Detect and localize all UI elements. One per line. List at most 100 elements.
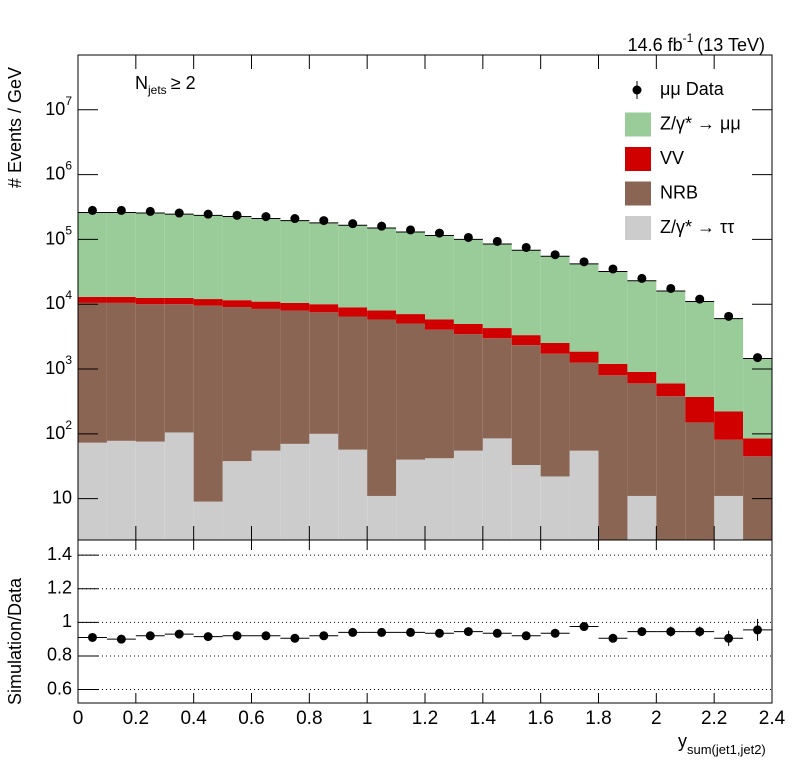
histogram-bar [396,459,425,540]
y-tick-label-exponent: 5 [65,224,72,238]
ratio-point [145,631,155,641]
histogram-bar [598,375,628,540]
histogram-bar [280,220,310,303]
histogram-bar [164,432,194,540]
histogram-bar [511,335,541,346]
data-point [116,205,126,215]
histogram-bar [425,329,454,459]
y-tick-label-exponent: 3 [65,353,72,367]
histogram-bar [78,442,107,540]
histogram-bar [106,296,136,303]
ratio-point [608,633,618,643]
ratio-point [406,627,416,637]
histogram-bar [540,353,570,477]
y-tick-label-base: 10 [45,423,65,443]
data-point [463,232,473,242]
ratio-point [203,632,213,642]
ratio-point [666,627,676,637]
annotation: Njets ≥ 2 [135,73,196,97]
histogram-bar [280,310,310,444]
x-axis-title-main: y [678,731,687,751]
histogram-bar [251,301,281,309]
x-axis-title-sub: sum(jet1,jet2) [687,742,766,757]
histogram-bar [135,304,165,442]
y-axis-title: Simulation/Data [5,577,25,705]
histogram-bar [569,450,599,540]
data-point [232,210,242,220]
x-tick-label: 0 [73,708,84,729]
data-point [695,294,705,304]
x-tick-label: 0.2 [123,708,149,729]
y-tick-label: 1.2 [47,577,72,597]
y-tick-label-exponent: 6 [65,159,72,173]
data-point [87,205,97,215]
ratio-point [174,629,184,639]
histogram-bar [656,396,686,540]
histogram-bar [193,215,223,300]
histogram-bar [193,299,223,306]
histogram-bar [309,304,339,313]
lumi-label: 14.6 fb-1 (13 TeV) [628,31,765,55]
histogram-bar [193,305,223,502]
histogram-bar [280,443,310,540]
histogram-bar [396,231,425,315]
y-tick-label-base: 10 [45,358,65,378]
data-point [203,209,213,219]
y-tick-label: 10 [52,487,72,507]
x-axis-title: ysum(jet1,jet2) [678,731,766,758]
y-tick-label: 106 [45,159,72,184]
histogram-bar [685,422,715,540]
histogram-bar [222,307,252,462]
histogram-bar [656,383,686,397]
histogram-bar [78,212,107,297]
data-point [492,236,502,246]
data-point [579,257,589,267]
x-tick-label: 1.2 [412,708,438,729]
data-point [724,311,734,321]
ratio-point [319,631,329,641]
histogram-bar [627,383,657,496]
histogram-bar [338,225,368,308]
y-tick-label: 0.6 [47,678,72,698]
lumi-exponent: -1 [683,31,694,45]
histogram-bar [743,438,772,457]
data-point [261,212,271,222]
histogram-bar [540,476,570,540]
legend-label: μμ Data [660,79,725,99]
y-tick-label: 1 [62,611,72,631]
histogram-bar [656,290,686,384]
data-point [174,208,184,218]
histogram-bar [78,296,107,303]
histogram-bar [453,334,483,451]
histogram-bar [569,362,599,451]
histogram-bar [453,239,483,324]
y-tick-label: 102 [45,418,72,443]
histogram-bar [425,458,454,540]
histogram-bar [511,465,541,540]
legend-label: VV [660,148,684,168]
legend-swatch [625,112,651,137]
x-tick-label: 1.4 [470,708,497,729]
y-tick-label-base: 10 [52,487,72,507]
histogram-bar [569,263,599,352]
data-point [550,250,560,260]
histogram-bar [482,328,512,339]
histogram-bar [135,297,165,305]
annotation-main: N [135,73,148,93]
y-tick-label-base: 10 [45,163,65,183]
histogram-bar [714,439,744,496]
x-tick-label: 1.6 [527,708,553,729]
histogram-bar [540,342,570,354]
data-point [434,228,444,238]
histogram-bar [222,461,252,540]
ratio-point [492,628,502,638]
data-point [348,219,358,229]
histogram-bar [251,450,281,540]
histogram-bar [164,297,194,305]
histogram-bar [135,441,165,540]
histogram-bar [714,495,744,540]
data-point [145,206,155,216]
y-tick-label-exponent: 7 [65,94,72,108]
histogram-bar [627,495,657,540]
histogram-bar [685,301,715,397]
